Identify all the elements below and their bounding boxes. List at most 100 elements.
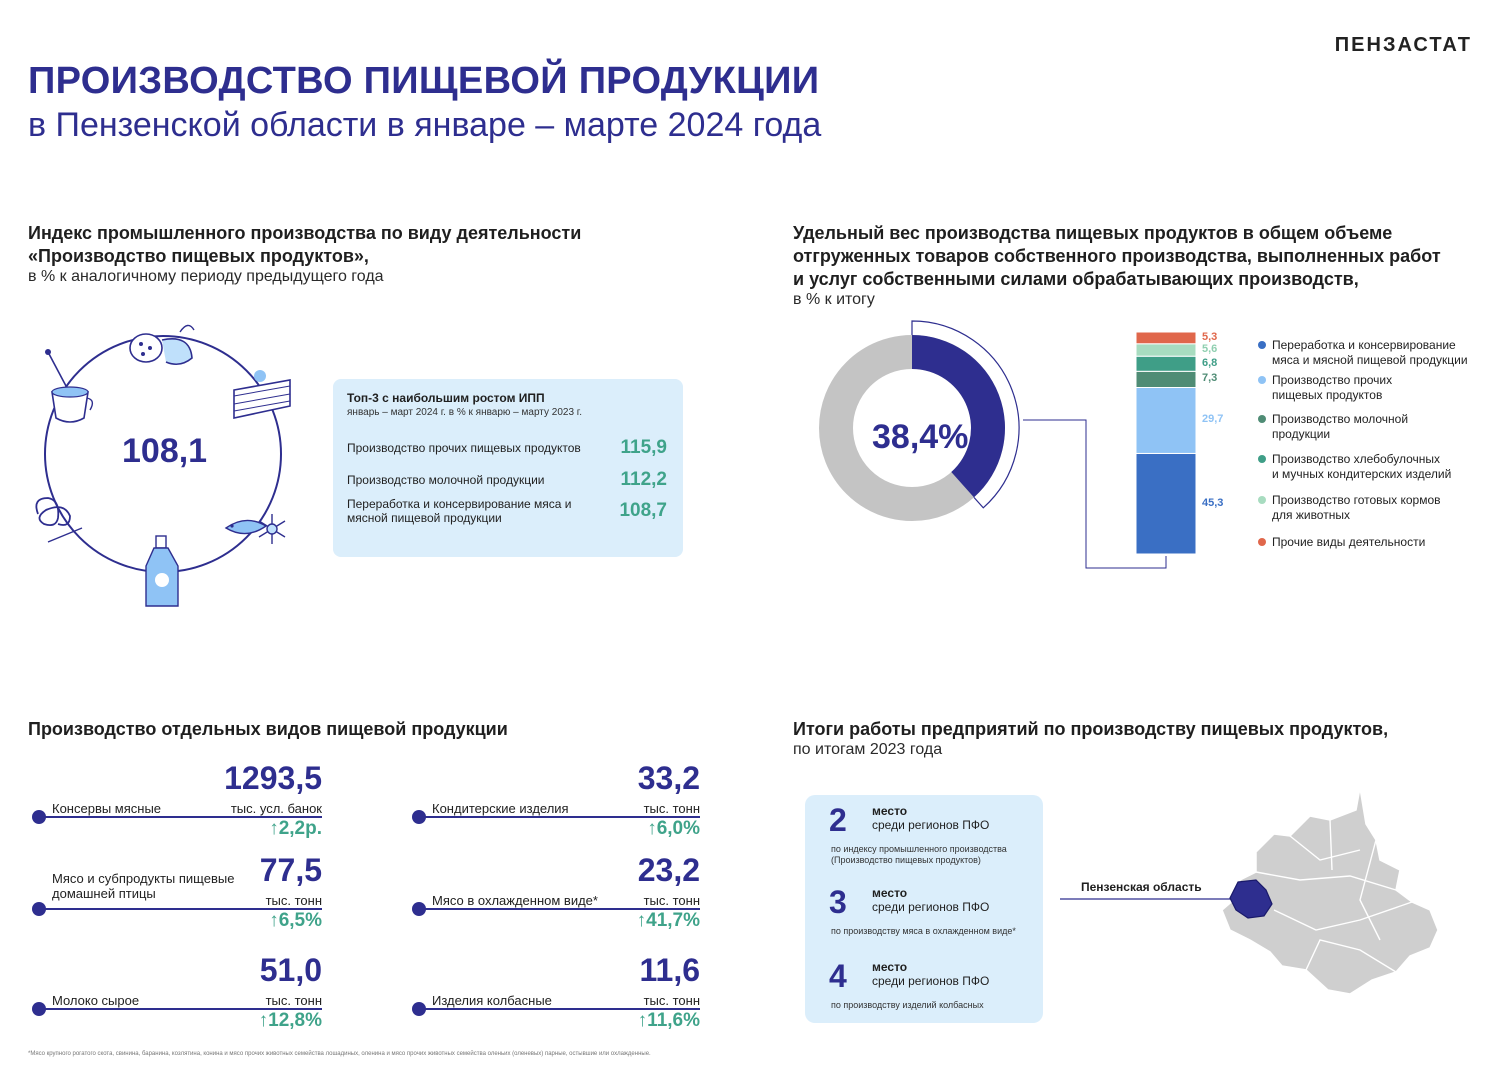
place-number: 3 [829, 884, 847, 920]
legend-label-line: пищевых продуктов [1272, 388, 1383, 402]
legend-label: Производство молочной продукции [1272, 412, 1408, 442]
growth-arrow-icon: ↑ [647, 818, 657, 839]
product-name: Мясо в охлажденном виде* [432, 893, 598, 908]
results-title: Итоги работы предприятий по производству… [793, 719, 1389, 739]
product-name: Молоко сырое [52, 993, 139, 1008]
legend-label-line: Переработка и консервирование [1272, 338, 1456, 352]
legend-label-line: Прочие виды деятельности [1272, 535, 1426, 549]
donut-center-label: 38,4% [872, 418, 969, 456]
place-region: среди регионов ПФО [872, 974, 990, 988]
place-note: (Производство пищевых продуктов) [831, 855, 981, 865]
legend-label-line: для животных [1272, 508, 1350, 522]
bar-segment [1135, 343, 1197, 357]
results-panel [805, 795, 1043, 1023]
legend-label-line: и мучных кондитерских изделий [1272, 467, 1452, 481]
growth-arrow-icon: ↑ [269, 910, 279, 931]
product-value: 23,2 [637, 852, 700, 888]
index-subtitle: в % к аналогичному периоду предыдущего г… [28, 268, 384, 285]
bar-segment [1135, 355, 1197, 372]
product-bullet [32, 1002, 46, 1016]
bar-segment [1135, 452, 1197, 555]
donut-slice-food [912, 335, 1005, 498]
legend-label: Производство хлебобулочных и мучных конди… [1272, 452, 1451, 482]
share-stacked-bar [1135, 331, 1197, 555]
product-name-line: Кондитерские изделия [432, 801, 569, 816]
top3-row: Производство прочих пищевых продуктов 11… [347, 437, 667, 459]
product-unit: тыс. усл. банок [230, 801, 322, 816]
product-growth-value: 41,7% [646, 910, 700, 931]
top3-title: Топ-3 с наибольшим ростом ИПП [347, 391, 545, 405]
growth-arrow-icon: ↑ [637, 1010, 648, 1031]
product-growth: ↑6,5% [269, 910, 322, 932]
top3-row-value: 112,2 [620, 469, 668, 490]
place-region: среди регионов ПФО [872, 900, 990, 914]
legend-label: Прочие виды деятельности [1272, 535, 1425, 550]
product-value: 1293,5 [224, 760, 322, 796]
footnote: *Мясо крупного рогатого скота, свинина, … [28, 1051, 651, 1057]
legend-swatch [1258, 376, 1266, 384]
index-value: 108,1 [122, 432, 208, 470]
product-name-line: Консервы мясные [52, 801, 162, 816]
index-title-line1: Индекс промышленного производства по вид… [28, 223, 582, 243]
product-unit: тыс. тонн [265, 993, 322, 1008]
legend-item: Переработка и консервирование мяса и мясн… [1258, 338, 1468, 368]
index-ring-illustration [35, 324, 291, 607]
growth-arrow-icon: ↑ [636, 910, 647, 931]
product-unit: тыс. тонн [643, 893, 700, 908]
legend-label-line: Производство готовых кормов [1272, 493, 1441, 507]
legend-item: Производство прочих пищевых продуктов [1258, 373, 1392, 403]
bar-value-label: 7,3 [1202, 372, 1218, 385]
product-name-line: Мясо и субпродукты пищевые [52, 871, 235, 886]
pretzel-icon [35, 497, 83, 543]
product-growth: ↑2,2р. [269, 818, 322, 840]
product-divider [40, 1008, 322, 1010]
growth-arrow-icon: ↑ [258, 1010, 269, 1031]
product-name: Кондитерские изделия [432, 801, 569, 816]
bar-segment [1135, 370, 1197, 388]
bar-segment [1135, 387, 1197, 454]
page-subtitle: в Пензенской области в январе – марте 20… [28, 106, 822, 144]
legend-label-line: Производство прочих [1272, 373, 1393, 387]
bar-value-label: 6,8 [1202, 356, 1218, 369]
results-section-header: Итоги работы предприятий по производству… [793, 718, 1388, 759]
legend-item: Производство молочной продукции [1258, 412, 1408, 442]
penza-region-highlight [1229, 879, 1273, 919]
top3-row: Производство молочной продукции 112,2 [347, 469, 667, 491]
growth-arrow-icon: ↑ [269, 818, 279, 839]
product-growth-value: 2,2р. [278, 818, 322, 839]
share-title-line2: отгруженных товаров собственного произво… [793, 246, 1441, 266]
product-divider [420, 1008, 700, 1010]
product-value: 11,6 [639, 952, 700, 988]
product-divider [420, 908, 700, 910]
legend-swatch [1258, 455, 1266, 463]
top3-row-value: 115,9 [620, 437, 668, 458]
legend-label-line: продукции [1272, 427, 1331, 441]
place-word: место [872, 804, 908, 818]
product-name: Мясо и субпродукты пищевые домашней птицы [52, 871, 234, 901]
product-value: 77,5 [259, 852, 322, 888]
product-name-line: домашней птицы [52, 886, 156, 901]
product-growth-value: 6,0% [656, 818, 700, 839]
product-divider [420, 816, 700, 818]
region-borders [1255, 819, 1413, 973]
legend-label-line: Производство хлебобулочных [1272, 452, 1441, 466]
page-title: ПРОИЗВОДСТВО ПИЩЕВОЙ ПРОДУКЦИИ [28, 60, 820, 102]
milk-bottle-icon [145, 535, 179, 607]
product-growth: ↑41,7% [637, 910, 700, 932]
product-name: Консервы мясные [52, 801, 161, 816]
place-word: место [872, 960, 908, 974]
volga-district-map [1060, 787, 1439, 995]
place-note: по производству изделий колбасных [831, 1000, 984, 1010]
place-word: место [872, 886, 908, 900]
share-chart [819, 320, 1197, 569]
bar-value-label: 45,3 [1202, 496, 1224, 509]
legend-item: Производство готовых кормов для животных [1258, 493, 1441, 523]
bar-value-label: 29,7 [1202, 413, 1224, 426]
product-name-line: Молоко сырое [52, 993, 140, 1008]
top3-row-label: Переработка и консервирование мяса и мяс… [347, 497, 572, 525]
legend-swatch [1258, 538, 1266, 546]
product-bullet [32, 902, 46, 916]
legend-label-line: Производство молочной [1272, 412, 1409, 426]
top3-row-value: 108,7 [619, 500, 667, 521]
legend-label: Переработка и консервирование мяса и мясн… [1272, 338, 1468, 368]
